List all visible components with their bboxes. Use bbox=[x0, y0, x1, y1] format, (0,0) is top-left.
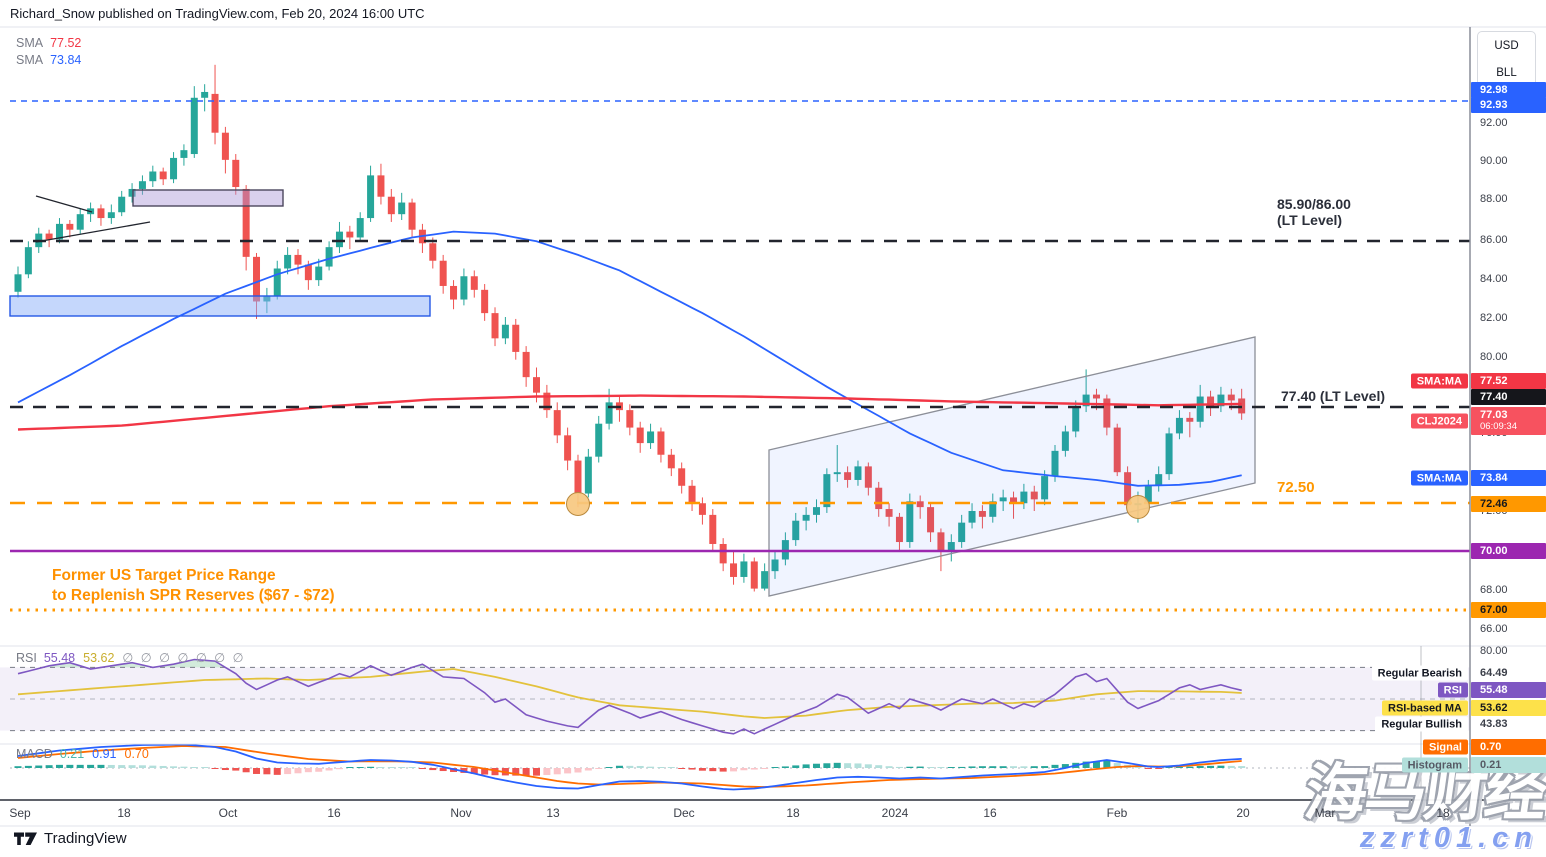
annotation-lt86-line2: (LT Level) bbox=[1277, 212, 1343, 228]
price-axis-tick[interactable]: 66.00 bbox=[1480, 623, 1508, 635]
axis-badge: 77.40 bbox=[1471, 389, 1546, 405]
price-axis-tick[interactable]: 86.00 bbox=[1480, 234, 1508, 246]
rsi-value: 55.48 bbox=[43, 651, 76, 665]
time-axis-label[interactable]: Feb bbox=[1106, 806, 1128, 820]
price-axis-tick[interactable]: 88.00 bbox=[1480, 193, 1508, 205]
macd-signal-value: 0.70 bbox=[124, 747, 149, 761]
axis-badge-countdown: 06:09:34 bbox=[1480, 421, 1517, 432]
axis-badge: 70.00 bbox=[1471, 543, 1546, 559]
time-axis-label[interactable]: 18 bbox=[1436, 806, 1450, 820]
axis-badge-chip: CLJ2024 bbox=[1410, 413, 1468, 429]
time-axis-label[interactable]: Nov bbox=[450, 806, 472, 820]
price-axis-tick[interactable]: 68.00 bbox=[1480, 584, 1508, 596]
time-axis-label[interactable]: Dec bbox=[673, 806, 695, 820]
watermark-url: zzrt01.cn bbox=[1359, 822, 1538, 854]
time-axis-label[interactable]: Mar bbox=[1314, 806, 1336, 820]
axis-badge-chip: SMA:MA bbox=[1410, 470, 1468, 486]
axis-badge-chip: RSI bbox=[1437, 682, 1468, 698]
rsi-legend[interactable]: RSI 55.48 53.62 ∅ ∅ ∅ ∅ ∅ ∅ ∅ bbox=[16, 650, 245, 665]
annotation-spr-line1: Former US Target Price Range bbox=[52, 567, 276, 584]
rsi-label: RSI bbox=[16, 651, 37, 665]
axis-badge: 0.21 bbox=[1471, 757, 1546, 773]
sma-fast-value: 73.84 bbox=[50, 53, 82, 67]
axis-badge: 64.49 bbox=[1480, 667, 1508, 679]
macd-hist-value: 0.21 bbox=[59, 747, 85, 761]
time-axis-label[interactable]: 18 bbox=[786, 806, 800, 820]
axis-badge: 72.46 bbox=[1471, 496, 1546, 512]
axis-badge: 43.83 bbox=[1480, 718, 1508, 730]
price-axis-tick[interactable]: 80.00 bbox=[1480, 645, 1508, 657]
time-axis-label[interactable]: 2024 bbox=[881, 806, 909, 820]
macd-legend[interactable]: MACD 0.21 0.91 0.70 bbox=[16, 747, 149, 761]
annotation-lt-level-77: 77.40 (LT Level) bbox=[1281, 388, 1386, 404]
annotation-spr-range: Former US Target Price Range to Replenis… bbox=[52, 566, 335, 606]
tradingview-logo-icon bbox=[14, 832, 37, 845]
rsi-hidden-args-icons: ∅ ∅ ∅ ∅ ∅ ∅ ∅ bbox=[122, 651, 246, 665]
time-axis-label[interactable]: 16 bbox=[983, 806, 997, 820]
axis-badge: 67.00 bbox=[1471, 602, 1546, 618]
annotation-level-7250: 72.50 bbox=[1277, 479, 1315, 496]
sma-fast-legend: SMA 73.84 bbox=[16, 53, 81, 67]
time-axis-label[interactable]: Sep bbox=[9, 806, 31, 820]
sma-slow-legend: SMA 77.52 bbox=[16, 36, 81, 50]
price-axis-unit-box[interactable]: USD BLL bbox=[1477, 31, 1536, 87]
macd-line-value: 0.91 bbox=[92, 747, 117, 761]
sma-slow-value: 77.52 bbox=[50, 36, 82, 50]
axis-badge: 77.52 bbox=[1471, 373, 1546, 389]
axis-badge: 55.48 bbox=[1471, 682, 1546, 698]
annotation-lt86-line1: 85.90/86.00 bbox=[1277, 196, 1351, 212]
tradingview-label: TradingView bbox=[44, 830, 127, 847]
overlay-legend[interactable]: SMA 77.52 SMA 73.84 bbox=[16, 36, 81, 67]
axis-badge: 92.98 bbox=[1471, 82, 1546, 98]
axis-badge: 77.03 06:09:34 bbox=[1471, 407, 1546, 435]
sma-slow-label: SMA bbox=[16, 36, 44, 50]
price-axis-tick[interactable]: 80.00 bbox=[1480, 351, 1508, 363]
price-axis-tick[interactable]: 92.00 bbox=[1480, 117, 1508, 129]
price-axis-tick[interactable]: 84.00 bbox=[1480, 273, 1508, 285]
axis-badge: 0.70 bbox=[1471, 739, 1546, 755]
annotation-lt-level-86: 85.90/86.00 (LT Level) bbox=[1277, 196, 1351, 228]
rsi-ma-value: 53.62 bbox=[83, 651, 115, 665]
axis-badge: 92.93 bbox=[1471, 97, 1546, 113]
time-axis-label[interactable]: 18 bbox=[117, 806, 131, 820]
watermark-chinese: 海马财经 bbox=[1300, 759, 1546, 828]
axis-badge: 53.62 bbox=[1471, 700, 1546, 716]
axis-badge-chip: Regular Bullish bbox=[1375, 716, 1468, 732]
axis-badge: 73.84 bbox=[1471, 470, 1546, 486]
publish-title: Richard_Snow published on TradingView.co… bbox=[10, 6, 425, 21]
tradingview-branding[interactable]: TradingView bbox=[14, 830, 127, 847]
macd-label: MACD bbox=[16, 747, 53, 761]
axis-badge-chip: Regular Bearish bbox=[1371, 665, 1468, 681]
unit-currency[interactable]: USD bbox=[1494, 39, 1519, 52]
unit-barrel[interactable]: BLL bbox=[1496, 66, 1517, 79]
sma-fast-label: SMA bbox=[16, 53, 44, 67]
time-axis-label[interactable]: 20 bbox=[1236, 806, 1250, 820]
annotation-spr-line2: to Replenish SPR Reserves ($67 - $72) bbox=[52, 587, 335, 604]
axis-badge-chip: Signal bbox=[1422, 739, 1468, 755]
axis-badge-chip: SMA:MA bbox=[1410, 373, 1468, 389]
axis-badge-chip: Histogram bbox=[1401, 757, 1468, 773]
axis-badge-chip: RSI-based MA bbox=[1382, 700, 1468, 716]
time-axis-label[interactable]: 13 bbox=[546, 806, 560, 820]
time-axis-label[interactable]: Oct bbox=[218, 806, 238, 820]
price-axis-tick[interactable]: 90.00 bbox=[1480, 155, 1508, 167]
price-axis-tick[interactable]: 82.00 bbox=[1480, 312, 1508, 324]
time-axis-label[interactable]: 16 bbox=[327, 806, 341, 820]
